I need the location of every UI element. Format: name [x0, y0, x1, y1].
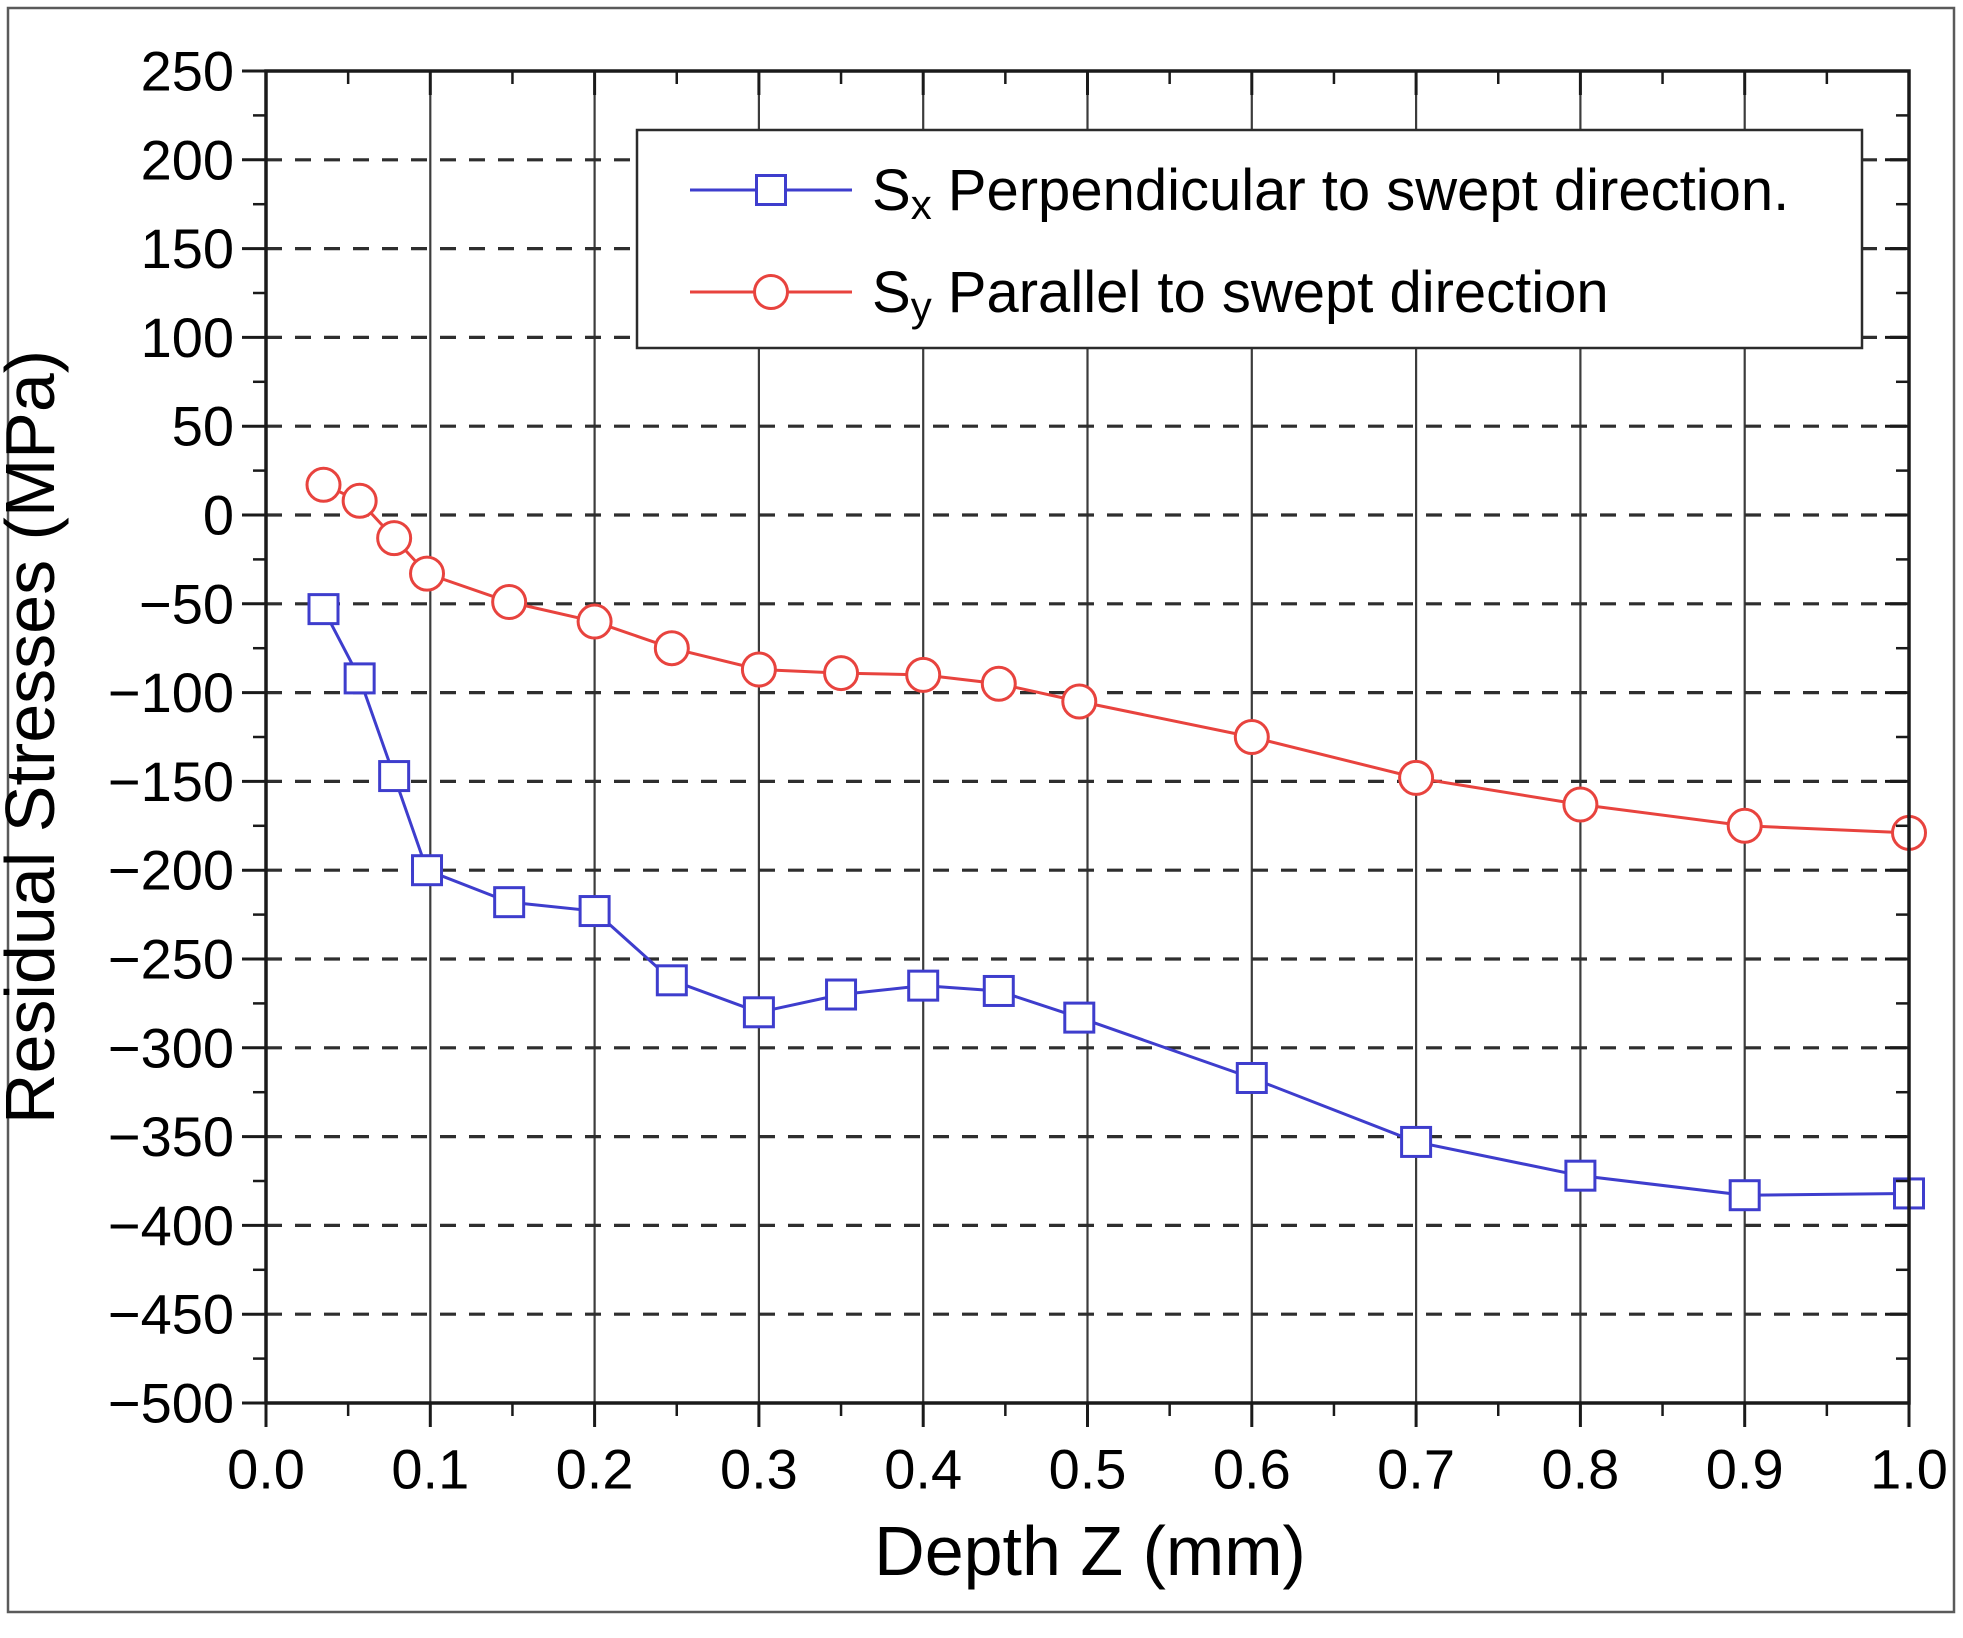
legend: Sx Perpendicular to swept direction. Sy P…	[635, 128, 1864, 350]
data-point-square	[982, 974, 1015, 1007]
data-point-square	[907, 969, 940, 1002]
data-point-circle	[491, 584, 528, 621]
data-point-circle	[409, 555, 446, 592]
x-tick-label: 0.9	[1706, 1438, 1784, 1501]
data-point-square	[1235, 1061, 1268, 1094]
data-point-circle	[376, 520, 413, 557]
data-point-circle	[653, 630, 690, 667]
y-tick-label: 250	[141, 40, 234, 103]
legend-label: Sy Parallel to swept direction	[872, 260, 1609, 330]
legend-label: Sx Perpendicular to swept direction.	[872, 158, 1789, 228]
x-tick-label: 0.7	[1377, 1438, 1455, 1501]
data-point-circle	[1061, 683, 1098, 720]
x-axis-title: Depth Z (mm)	[874, 1512, 1306, 1590]
x-tick-label: 1.0	[1870, 1438, 1948, 1501]
data-point-square	[1063, 1001, 1096, 1034]
series-layer	[305, 466, 1927, 1212]
data-point-circle	[905, 656, 942, 693]
data-point-circle	[1726, 807, 1763, 844]
data-point-square	[1564, 1159, 1597, 1192]
y-tick-label: −150	[108, 750, 234, 813]
data-point-square	[493, 886, 526, 919]
x-tick-label: 0.1	[391, 1438, 469, 1501]
y-tick-label: −400	[108, 1194, 234, 1257]
x-tick-label: 0.4	[884, 1438, 962, 1501]
y-tick-label: −500	[108, 1372, 234, 1435]
y-tick-label: −350	[108, 1105, 234, 1168]
data-point-square	[1728, 1179, 1761, 1212]
data-point-square	[307, 593, 340, 626]
y-tick-label: −100	[108, 661, 234, 724]
data-point-circle	[341, 482, 378, 519]
x-tick-label: 0.3	[720, 1438, 798, 1501]
x-tick-label: 0.2	[556, 1438, 634, 1501]
data-point-circle	[576, 603, 613, 640]
y-tick-label: 200	[141, 128, 234, 191]
x-tick-label: 0.6	[1213, 1438, 1291, 1501]
y-axis-title: Residual Stresses (MPa)	[0, 350, 69, 1124]
x-tick-label: 0.8	[1541, 1438, 1619, 1501]
x-tick-label: 0.5	[1049, 1438, 1127, 1501]
legend-entry-sy: Sy Parallel to swept direction	[690, 260, 1609, 330]
y-tick-label: −450	[108, 1283, 234, 1346]
legend-box	[635, 128, 1864, 350]
legend-square-marker	[755, 174, 787, 206]
data-point-circle	[740, 651, 777, 688]
data-point-square	[343, 662, 376, 695]
data-point-circle	[1562, 786, 1599, 823]
data-point-square	[825, 978, 858, 1011]
data-point-circle	[980, 665, 1017, 702]
data-point-circle	[1233, 719, 1270, 755]
data-point-square	[742, 996, 775, 1029]
legend-entry-sx: Sx Perpendicular to swept direction.	[690, 158, 1789, 228]
data-point-square	[655, 964, 688, 997]
y-tick-label: 50	[172, 395, 234, 458]
y-tick-label: −50	[139, 572, 234, 635]
data-point-circle	[823, 655, 860, 692]
data-point-circle	[305, 466, 342, 503]
y-tick-label: −300	[108, 1016, 234, 1079]
y-tick-label: 0	[203, 484, 234, 547]
y-tick-label: 150	[141, 217, 234, 280]
data-point-square	[578, 895, 611, 928]
x-tick-label: 0.0	[227, 1438, 305, 1501]
y-tick-label: 100	[141, 306, 234, 369]
data-point-circle	[1398, 759, 1435, 796]
y-tick-label: −200	[108, 839, 234, 902]
data-point-square	[411, 854, 444, 887]
data-point-square	[378, 760, 411, 793]
y-tick-label: −250	[108, 928, 234, 991]
axes-layer: 250 200 150 100 50 0 −50 −100 −150 −200 −250 −300 −3…	[108, 40, 1948, 1501]
legend-circle-marker	[753, 274, 789, 310]
data-point-square	[1400, 1125, 1433, 1158]
